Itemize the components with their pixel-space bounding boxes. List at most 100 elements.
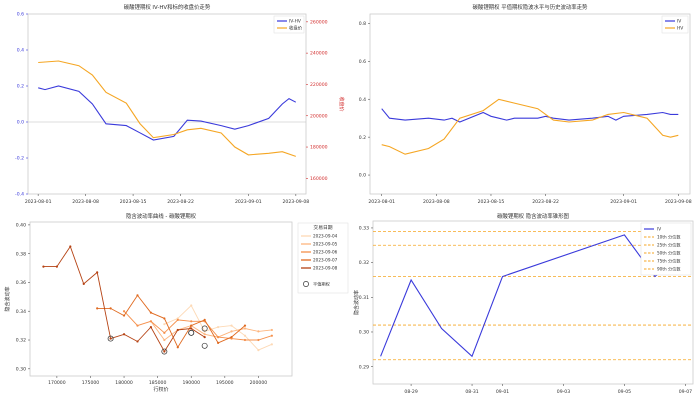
chart-title: 碳酸锂期权 平值期权隐波水平与历史波动率走势: [473, 3, 589, 11]
legend-label: 10th 分位数: [657, 234, 681, 241]
legend-label: 2023-09-05: [313, 242, 338, 247]
y-tick-label: 0.40: [16, 222, 26, 228]
data-point: [163, 350, 166, 353]
data-point: [270, 328, 273, 332]
atm-marker: [161, 348, 168, 355]
x-tick-label: 2023-09-08: [282, 199, 309, 205]
y-tick-label: 0.30: [359, 330, 369, 336]
chart-title: 隐含波动率曲线 - 碳酸锂期权: [126, 212, 197, 220]
legend-label: 2023-09-07: [313, 258, 338, 263]
legend-label: 2023-09-08: [313, 266, 338, 271]
plot-frame: [27, 13, 307, 195]
y-tick-label: 0.0: [17, 120, 24, 126]
legend-label: 75th 分位数: [657, 258, 681, 265]
plot-frame: [369, 13, 691, 195]
data-point: [190, 304, 193, 307]
x-axis-label: 行权价: [153, 386, 168, 393]
data-point: [136, 324, 139, 327]
y-tick-label: 0.0: [359, 173, 366, 179]
x-tick-label: 2023-09-08: [665, 199, 692, 205]
data-point: [190, 324, 193, 327]
legend-atm-marker: [303, 281, 309, 287]
data-point: [55, 265, 58, 268]
legend-label: HV: [677, 26, 683, 32]
data-point: [42, 265, 45, 268]
x-tick-label: 09-03: [557, 389, 570, 395]
data-point: [257, 330, 260, 333]
legend-label: 90th 分位数: [657, 266, 681, 273]
y-tick-label: 0.32: [359, 260, 369, 266]
data-point: [217, 341, 220, 344]
data-point: [136, 294, 139, 297]
y-tick-label: -0.4: [15, 192, 24, 198]
data-point: [243, 338, 247, 342]
data-point: [136, 340, 139, 343]
y-tick-label: 0.6: [17, 12, 24, 18]
y-tick-label: 0.32: [16, 338, 26, 344]
data-point: [122, 310, 126, 313]
data-point: [82, 282, 85, 285]
data-point: [257, 338, 260, 342]
x-tick-label: 2023-08-22: [532, 199, 559, 205]
y-tick-label: -0.2: [15, 156, 24, 162]
y-tick-label: 0.36: [16, 280, 26, 286]
atm-marker: [201, 325, 208, 332]
legend-label: 50th 分位数: [657, 250, 681, 257]
x-tick-label: 08-29: [404, 389, 417, 395]
chart-title: 碳酸锂期权 IV-HV和标的收盘价走势: [124, 3, 211, 11]
data-point: [217, 325, 220, 329]
legend-label: IV: [677, 19, 681, 25]
x-tick-label: 2023-08-01: [25, 199, 52, 205]
legend-box: [640, 222, 692, 276]
series-line: [381, 98, 679, 155]
data-point: [122, 333, 126, 336]
y2-tick-label: 240000: [310, 51, 328, 57]
data-point: [270, 343, 273, 346]
data-point: [109, 337, 112, 340]
chart-svg: 隐含波动率曲线 - 碳酸锂期权 0.30 0.32 0.34 0.36 0.38 0.40 1…: [4, 212, 349, 393]
y-tick-label: 0.2: [17, 84, 24, 90]
y2-tick-label: 200000: [310, 113, 328, 119]
y-tick-label: 0.6: [359, 59, 366, 65]
data-point: [243, 327, 247, 330]
y-tick-label: 0.29: [359, 364, 369, 370]
legend-title: 交易日期: [313, 224, 332, 231]
x-tick-label: 2023-08-22: [167, 199, 194, 205]
data-point: [203, 336, 206, 339]
data-point: [230, 324, 233, 327]
x-tick-label: 195000: [216, 380, 234, 386]
y2-tick-label: 260000: [310, 19, 328, 25]
atm-marker: [107, 335, 114, 342]
data-point: [203, 333, 206, 336]
y-tick-label: 0.4: [17, 48, 24, 54]
legend-label: 2023-09-06: [313, 250, 338, 255]
data-point: [230, 330, 233, 333]
legend-label: 收盘价: [289, 25, 303, 32]
x-tick-label: 185000: [149, 380, 167, 386]
data-point: [69, 245, 72, 248]
data-point: [203, 318, 206, 321]
data-point: [230, 336, 233, 339]
y2-tick-label: 160000: [310, 176, 328, 182]
y-tick-label: 0.2: [359, 135, 366, 141]
chart-svg: 碳酸锂期权 隐含波动率锥形图 0.29 0.30 0.31 0.32 0.33 08-29 0…: [353, 212, 694, 395]
atm-marker: [188, 329, 195, 336]
chart-iv-hv-close: 碳酸锂期权 IV-HV和标的收盘价走势 -0.4 -0.2 0.0 0.2 0.4 0.6 1…: [0, 0, 350, 210]
x-tick-label: 170000: [48, 380, 66, 386]
data-point: [163, 317, 166, 320]
series-line: [123, 310, 272, 341]
y-axis-label: 隐含波动率: [4, 286, 11, 311]
series-line: [381, 108, 679, 123]
chart-svg: 碳酸锂期权 平值期权隐波水平与历史波动率走势 0.0 0.2 0.4 0.6 0.8 202…: [359, 3, 692, 205]
chart-iv-cone: 碳酸锂期权 隐含波动率锥形图 0.29 0.30 0.31 0.32 0.33 08-29 0…: [350, 210, 700, 419]
x-tick-label: 08-31: [465, 389, 478, 395]
y-tick-label: 0.33: [359, 226, 369, 232]
series-line: [150, 321, 272, 341]
data-point: [176, 328, 179, 332]
data-point: [109, 307, 112, 310]
data-point: [176, 318, 179, 321]
data-point: [270, 334, 273, 337]
chart-atm-iv-hv: 碳酸锂期权 平值期权隐波水平与历史波动率走势 0.0 0.2 0.4 0.6 0.8 202…: [350, 0, 700, 210]
data-point: [190, 320, 193, 323]
atm-marker: [201, 342, 208, 349]
